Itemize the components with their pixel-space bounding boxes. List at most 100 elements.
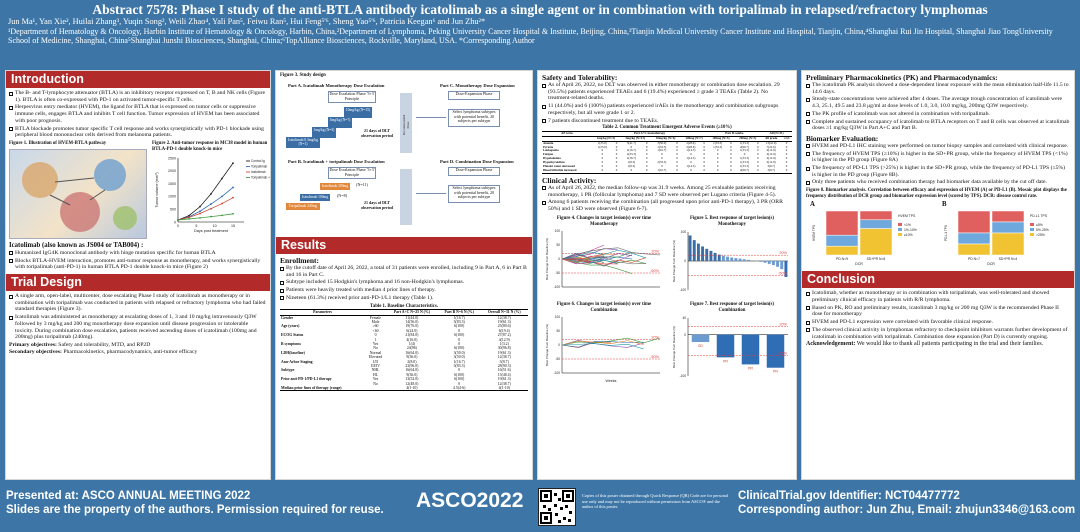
table-cell: 0 (615, 144, 618, 149)
table-cell: 0 (676, 148, 678, 153)
table-row: Hypokalemia 0 0 2(16.7) 0 0 0 1(14.3) 0 0 0 1(33.3)… (542, 156, 792, 161)
table-cell: 6(19.4) (498, 328, 510, 333)
table-cell: Prior anti-PD-1/PD-L1 therapy (281, 377, 332, 382)
waterfall-bar (767, 260, 771, 264)
table-row: Age (years) ≥60 19(76.0) 6(100) 25(80.6) (280, 324, 528, 328)
table-cell: 0 (615, 140, 618, 145)
table-cell: 0 (730, 148, 732, 153)
waterfall-bar (766, 334, 785, 368)
table-cell: 0 (707, 168, 728, 174)
table-cell: 0 (785, 160, 788, 165)
qr-copyright-note: Copies of this poster obtained through Q… (582, 493, 729, 510)
waterfall-ref-label: -50% (778, 271, 787, 275)
table-cell: 6(100) (454, 324, 465, 329)
table-cell: 16(64.0) (405, 350, 419, 355)
mosaic-legend-swatch (898, 223, 902, 227)
asco-logo-text: ASCO2022 (416, 489, 524, 512)
fig2-xtick-label: 0 (177, 224, 179, 228)
waterfall-ref-label: 20% (779, 322, 787, 326)
mosaic-legend-swatch (1030, 228, 1034, 232)
table-cell: 2(16.7) (626, 148, 636, 153)
combo-dose-100mg: Icatolimab 100mg (300, 194, 330, 201)
table-cell: 0 (716, 164, 719, 169)
table-cell: I/II (373, 359, 378, 364)
pk-bullet: Steady-state concentrations were achieve… (812, 96, 1063, 110)
table-cell: 0 (785, 148, 788, 153)
table-cell: 0 (754, 168, 762, 174)
trial-identifier: ClinicalTrial.gov Identifier: NCT0447777… (738, 490, 960, 502)
biomarker-bullet: The frequency of PD-L1 TPS (>25%) is hig… (812, 165, 1066, 178)
fig2-ytick-label: 2500 (168, 156, 176, 160)
table-cell: 0 (615, 156, 618, 161)
waterfall-bar (771, 260, 775, 265)
t1-header-cell: Part B N=6 N (%) (437, 309, 481, 316)
table-cell: 27(87.2) (497, 333, 511, 338)
spider-patient-line (561, 253, 647, 264)
mosaic-segment (825, 211, 859, 236)
column-design-results: Figure 3. Study design Part A. Icatolima… (275, 70, 533, 480)
escalation-phase-box-b: Dose Escalation Phase '3+3' Principle (328, 167, 376, 179)
table-cell: 1(16.7) (657, 148, 667, 153)
fig2-series-line (177, 187, 234, 221)
ref-label-20: 20% (651, 335, 659, 339)
table-cell: 0 (730, 152, 732, 157)
pk-title: Preliminary Pharmacokinetics (PK) and Ph… (806, 73, 998, 82)
waterfall-bar (691, 334, 710, 342)
dose-0-3mgkg: Icatolimab 0.3mg/kg (N=1) (286, 137, 320, 148)
mosaic-legend-swatch (898, 228, 902, 232)
table-cell: 0 (757, 156, 759, 161)
waterfall-ytick-label: -100 (680, 374, 687, 378)
spider-ytick-label: 0 (558, 257, 560, 261)
ref-label-minus50: -50% (650, 269, 659, 273)
table-cell: 0 (676, 160, 678, 165)
mosaic-segment (859, 211, 893, 221)
table-cell: 0 (645, 164, 648, 169)
table-row: LDH(baseline) Normal 16(64.0) 3(50.0) 19(61.… (280, 351, 528, 355)
table-cell: 2(16.7) (626, 156, 636, 161)
waterfall-bar (759, 260, 763, 262)
spider-patient-line (561, 252, 605, 260)
t2-dose-header: 200mg (N=7) (680, 135, 708, 142)
table-cell: 0 (727, 168, 735, 174)
table-row: Hypothyroidism 0 0 1(8.3) 0 2(33.3) 0 0 0 0 0 1(33.… (542, 160, 792, 165)
table-cell: Hypothyroidism (543, 160, 565, 165)
t1-header-cell (365, 309, 386, 316)
fig2-xtick-label: 5 (195, 224, 197, 228)
t2-blank (542, 135, 592, 142)
fig6-lesion-change-combo: -100 -50 0 50 100 20% -50% Best Change from Bas… (545, 315, 661, 383)
table-cell: 0 (730, 144, 732, 149)
corresponding-author[interactable]: Corresponding author: Jun Zhu, Email: zh… (738, 504, 1076, 516)
table-cell: 19(76.0) (405, 324, 419, 329)
mosaic-legend-title: HVEM TPS (898, 214, 916, 218)
table-cell: 0 (757, 160, 759, 165)
fig2-point (210, 192, 212, 195)
mosaic-segment (991, 233, 1025, 256)
waterfall-bar (751, 260, 755, 261)
table-cell: 4(12.9) (766, 156, 776, 161)
fig2-series-line (177, 162, 234, 221)
pk-bullet: The PK profile of icatolimab was not alt… (812, 110, 990, 117)
recommended-dose-bar-b (400, 169, 412, 225)
clinical-bullet: As of April 26, 2022, the median follow-… (548, 184, 777, 198)
trial-bullet: Icatolimab was administered as monothera… (15, 314, 257, 341)
table-cell: 1(16.7) (650, 168, 674, 174)
table-cell: 0 (703, 140, 706, 145)
table-cell: 0 (785, 152, 788, 157)
table-cell: 0 (645, 156, 648, 161)
table-cell: 1(14.3) (686, 148, 696, 153)
table-row: B symptoms Yes 1(4) 0 1(3.2) (280, 342, 528, 346)
waterfall-bar (780, 260, 784, 269)
table-cell: Elevated (368, 355, 383, 360)
fig2-ytick-label: 500 (170, 207, 176, 211)
conclusion-bullet: HVEM and PD-L1 expression were correlate… (812, 319, 993, 326)
fig2-point (210, 207, 212, 210)
table-cell: 3(50.0) (657, 140, 667, 145)
qr-code-icon[interactable] (538, 488, 576, 526)
table-cell: 0 (458, 337, 461, 342)
waterfall-ref-label: -50% (778, 351, 787, 355)
table-row: ECOG Status 0 21(84.0) 6(100) 27(87.2) (280, 333, 528, 337)
waterfall-bar (746, 259, 750, 261)
fig4-caption: Figure 4. Changes in target lesion(s) ov… (556, 215, 652, 221)
table-cell: 1(14.3) (686, 164, 696, 169)
table-row: HL 9(36.0) 6(100) 15(48.4) (280, 373, 528, 377)
